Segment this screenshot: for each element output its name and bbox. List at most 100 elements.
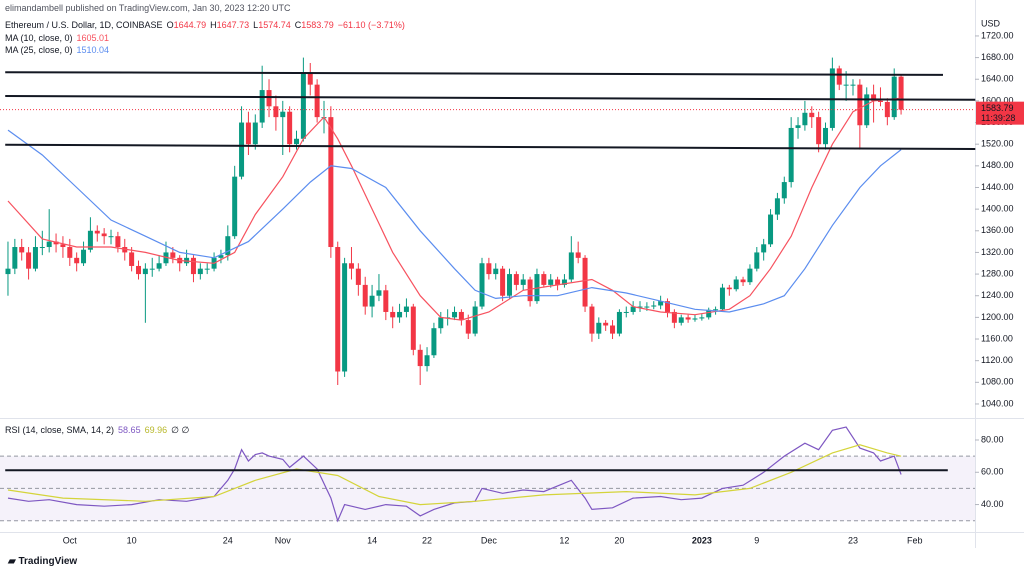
candle-body xyxy=(266,90,272,107)
candle-body xyxy=(843,84,849,86)
candle-body xyxy=(850,84,856,86)
h-value: 1647.73 xyxy=(216,20,250,30)
candle-body xyxy=(5,268,11,275)
l-value: 1574.74 xyxy=(258,20,291,30)
candle-body xyxy=(362,284,368,307)
candle-body xyxy=(287,111,293,145)
indicator-line xyxy=(7,129,902,313)
y-tick-label: 1120.00 xyxy=(981,355,1013,365)
candle-body xyxy=(218,255,224,258)
candle-body xyxy=(719,287,725,310)
candle-body xyxy=(115,236,121,248)
candle-body xyxy=(706,309,712,318)
candle-body xyxy=(678,317,684,323)
candle-body xyxy=(87,230,93,250)
y-tick-label: 80.00 xyxy=(981,434,1004,444)
candle-body xyxy=(438,317,444,329)
y-tick-label: 1320.00 xyxy=(981,247,1014,257)
legend-rsi: RSI (14, close, SMA, 14, 2) 58.65 69.96 ∅ ∅ xyxy=(5,425,193,436)
x-tick-label: 9 xyxy=(754,535,759,545)
candle-body xyxy=(616,311,622,334)
candle-body xyxy=(644,306,650,308)
candle-body xyxy=(575,252,581,258)
candle-body xyxy=(582,257,588,307)
candle-body xyxy=(46,241,52,248)
candle-body xyxy=(390,311,396,318)
candle-body xyxy=(53,241,59,245)
candle-body xyxy=(136,265,142,275)
candle-body xyxy=(898,76,904,110)
candle-body xyxy=(816,117,822,145)
legend-value: 69.96 xyxy=(144,425,168,435)
candle-body xyxy=(108,236,114,238)
price-box xyxy=(976,101,1024,125)
x-tick-label: 10 xyxy=(127,535,137,545)
candle-body xyxy=(397,311,403,318)
y-tick-label: 1240.00 xyxy=(981,290,1014,300)
y-tick-label: 1280.00 xyxy=(981,268,1014,278)
candle-body xyxy=(740,279,746,283)
candle-body xyxy=(733,279,739,290)
x-tick-label: Nov xyxy=(275,535,292,545)
candle-body xyxy=(864,94,870,126)
candle-body xyxy=(32,247,38,269)
candle-body xyxy=(342,263,348,372)
trend-line xyxy=(5,71,943,76)
candle-body xyxy=(788,127,794,183)
candle-body xyxy=(348,263,354,269)
legend-name: MA (25, close, 0) xyxy=(5,45,73,55)
candle-body xyxy=(472,306,478,334)
x-tick-label: 12 xyxy=(559,535,569,545)
candle-body xyxy=(774,198,780,215)
x-tick-label: 20 xyxy=(614,535,624,545)
candle-body xyxy=(94,230,100,234)
candle-body xyxy=(376,290,382,296)
candle-body xyxy=(245,122,251,145)
candle-body xyxy=(328,117,334,248)
footer-logo: ▰ TradingView xyxy=(8,556,78,567)
candle-body xyxy=(74,257,80,264)
footer-text: TradingView xyxy=(18,556,78,567)
candle-body xyxy=(479,263,485,307)
x-tick-label: Dec xyxy=(481,535,498,545)
candle-body xyxy=(603,322,609,326)
candle-body xyxy=(685,317,691,320)
candle-body xyxy=(486,263,492,275)
candle-body xyxy=(259,90,265,123)
candle-body xyxy=(500,268,506,296)
o-value: 1644.79 xyxy=(173,20,207,30)
candle-body xyxy=(12,247,18,269)
candle-body xyxy=(129,252,135,266)
legend-value: 58.65 xyxy=(118,425,141,435)
y-tick-label: 1440.00 xyxy=(981,182,1014,192)
candle-body xyxy=(19,247,25,253)
candle-body xyxy=(713,309,719,311)
candle-body xyxy=(513,274,519,285)
x-tick-label: 23 xyxy=(848,535,858,545)
legend-value: 1605.01 xyxy=(76,33,110,43)
candle-body xyxy=(431,328,437,356)
candle-body xyxy=(81,249,87,264)
candle-body xyxy=(871,94,877,101)
x-tick-label: 2023 xyxy=(692,535,712,545)
x-tick-label: 24 xyxy=(223,535,233,545)
candle-body xyxy=(747,268,753,283)
x-tick-label: Feb xyxy=(907,535,923,545)
candle-body xyxy=(658,301,664,306)
y-tick-label: 1200.00 xyxy=(981,312,1014,322)
y-tick-label: 1680.00 xyxy=(981,52,1014,62)
candle-body xyxy=(252,122,258,145)
candle-body xyxy=(458,311,464,321)
price-label: 1583.79 xyxy=(981,103,1014,113)
candle-body xyxy=(754,252,760,269)
candle-body xyxy=(369,295,375,307)
candle-body xyxy=(417,349,423,367)
legend-extra: ∅ ∅ xyxy=(171,425,190,435)
candle-body xyxy=(452,311,458,318)
legend-name: RSI (14, close, SMA, 14, 2) xyxy=(5,425,115,435)
candle-body xyxy=(300,73,306,139)
candle-body xyxy=(781,182,787,199)
candle-body xyxy=(232,176,238,237)
candle-body xyxy=(541,274,547,285)
